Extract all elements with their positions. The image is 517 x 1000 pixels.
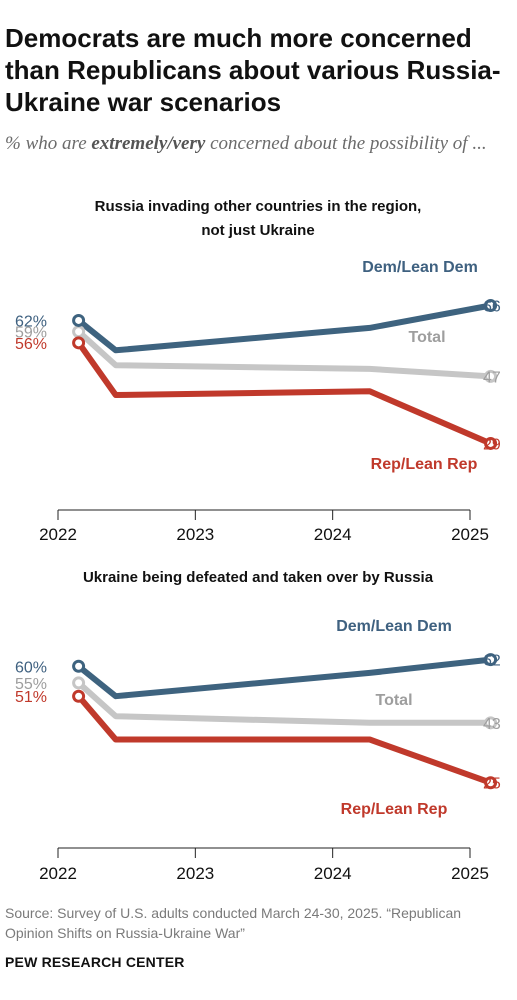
- total-point: [484, 369, 498, 383]
- chart-subtitle: % who are extremely/very concerned about…: [5, 131, 510, 157]
- total-series-line: [75, 679, 494, 726]
- defeat-chart: Ukraine being defeated and taken over by…: [15, 569, 501, 883]
- x-tick-label: 2024: [314, 525, 352, 544]
- total-series-name: Total: [375, 692, 412, 709]
- dem-point: [484, 653, 498, 667]
- rep-start-label: 56%: [15, 336, 47, 353]
- x-tick-label: 2023: [176, 864, 214, 883]
- dem-point: [72, 313, 86, 327]
- total-start-label: 55%: [15, 676, 47, 693]
- rep-series-name: Rep/Lean Rep: [371, 456, 478, 473]
- rep-point: [72, 689, 86, 703]
- rep-series-name: Rep/Lean Rep: [341, 801, 448, 818]
- rep-end-label: 29: [483, 436, 501, 453]
- x-tick-label: 2022: [39, 864, 77, 883]
- total-end-label: 43: [483, 716, 501, 733]
- x-tick-label: 2022: [39, 525, 77, 544]
- x-tick-label: 2023: [176, 525, 214, 544]
- brand-footer: PEW RESEARCH CENTER: [5, 954, 185, 970]
- total-point: [72, 676, 86, 690]
- panel-title: Ukraine being defeated and taken over by…: [83, 569, 434, 586]
- rep-point: [72, 336, 86, 350]
- dem-series-name: Dem/Lean Dem: [362, 259, 478, 276]
- panel-title-line-1: Russia invading other countries in the r…: [95, 198, 422, 215]
- x-tick-label: 2024: [314, 864, 352, 883]
- rep-series-line: [75, 339, 494, 447]
- x-tick-label: 2025: [451, 525, 489, 544]
- dem-series-line: [75, 302, 494, 354]
- subtitle-prefix: % who are: [5, 133, 92, 154]
- total-point: [484, 716, 498, 730]
- dem-point: [484, 299, 498, 313]
- total-point: [72, 325, 86, 339]
- chart-title: Democrats are much more concerned than R…: [5, 23, 501, 117]
- dem-series-name: Dem/Lean Dem: [336, 618, 452, 635]
- x-tick-label: 2025: [451, 864, 489, 883]
- total-start-label: 59%: [15, 325, 47, 342]
- total-series-name: Total: [408, 329, 445, 346]
- rep-point: [484, 436, 498, 450]
- dem-point: [72, 659, 86, 673]
- subtitle-emphasis: extremely/very: [91, 133, 206, 154]
- dem-series-line: [75, 656, 494, 700]
- rep-start-label: 51%: [15, 689, 47, 706]
- source-note: Source: Survey of U.S. adults conducted …: [5, 905, 462, 941]
- panel-title-line-2: not just Ukraine: [201, 222, 314, 239]
- dem-end-label: 62: [483, 653, 501, 670]
- total-series-line: [75, 328, 494, 380]
- subtitle-suffix: concerned about the possibility of ...: [205, 133, 487, 154]
- rep-end-label: 25: [483, 776, 501, 793]
- rep-series-line: [75, 693, 494, 786]
- dem-start-label: 60%: [15, 659, 47, 676]
- total-end-label: 47: [483, 369, 501, 386]
- dem-start-label: 62%: [15, 313, 47, 330]
- invasion-chart: Russia invading other countries in the r…: [15, 198, 501, 544]
- rep-point: [484, 776, 498, 790]
- dem-end-label: 66: [483, 299, 501, 316]
